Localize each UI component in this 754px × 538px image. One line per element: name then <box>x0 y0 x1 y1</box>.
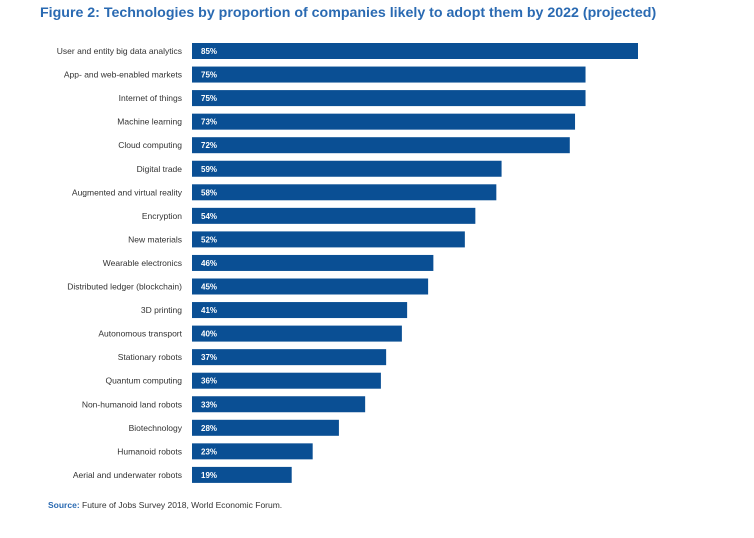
bar <box>192 372 381 389</box>
bar-value-label: 58% <box>201 188 217 197</box>
category-label: Wearable electronics <box>103 258 182 268</box>
bar <box>192 254 434 271</box>
category-label: App- and web-enabled markets <box>64 70 182 80</box>
bar-value-label: 19% <box>201 471 217 480</box>
category-label: Stationary robots <box>118 352 182 362</box>
category-label: Distributed ledger (blockchain) <box>67 282 182 292</box>
category-label: User and entity big data analytics <box>57 46 182 56</box>
bar-value-label: 59% <box>201 165 217 174</box>
bar <box>192 419 339 436</box>
category-label: Digital trade <box>137 164 183 174</box>
source-text: Future of Jobs Survey 2018, World Econom… <box>79 500 283 510</box>
bar-value-label: 40% <box>201 330 217 339</box>
bar-value-label: 28% <box>201 424 217 433</box>
bar-value-label: 46% <box>201 259 217 268</box>
category-label: Humanoid robots <box>117 446 182 456</box>
category-label: Encryption <box>142 211 182 221</box>
bar <box>192 184 497 201</box>
bar <box>192 466 292 483</box>
chart-title: Figure 2: Technologies by proportion of … <box>40 5 657 21</box>
category-label: Augmented and virtual reality <box>72 187 183 197</box>
bar <box>192 160 502 177</box>
bar <box>192 396 366 413</box>
bar <box>192 278 429 295</box>
category-label: Quantum computing <box>105 376 182 386</box>
bar <box>192 66 586 83</box>
bar-value-label: 73% <box>201 118 217 127</box>
bar-value-label: 52% <box>201 235 217 244</box>
bar <box>192 349 387 366</box>
bar <box>192 325 402 342</box>
bar-value-label: 23% <box>201 447 217 456</box>
bar <box>192 302 408 319</box>
category-label: Biotechnology <box>129 423 183 433</box>
category-label: 3D printing <box>141 305 182 315</box>
category-label: Aerial and underwater robots <box>73 470 182 480</box>
bar-value-label: 45% <box>201 283 217 292</box>
bar <box>192 207 476 224</box>
bar-value-label: 85% <box>201 47 217 56</box>
bar <box>192 43 638 59</box>
bar <box>192 231 465 248</box>
bar-value-label: 37% <box>201 353 217 362</box>
bar-value-label: 75% <box>201 94 217 103</box>
category-label: New materials <box>128 234 182 244</box>
category-label: Cloud computing <box>118 140 182 150</box>
source-prefix: Source: <box>48 500 80 510</box>
bar-value-label: 41% <box>201 306 217 315</box>
bar-value-label: 54% <box>201 212 217 221</box>
category-label: Autonomous transport <box>98 329 182 339</box>
category-label: Non-humanoid land robots <box>82 399 182 409</box>
bar-value-label: 36% <box>201 377 217 386</box>
bar-value-label: 72% <box>201 141 217 150</box>
bar <box>192 90 586 107</box>
bar <box>192 443 313 460</box>
category-label: Machine learning <box>117 117 182 127</box>
category-label: Internet of things <box>119 93 182 103</box>
bar <box>192 137 570 154</box>
source-note: Source: Future of Jobs Survey 2018, Worl… <box>48 500 282 510</box>
bar-value-label: 75% <box>201 71 217 80</box>
bar-value-label: 33% <box>201 400 217 409</box>
bar <box>192 113 576 130</box>
